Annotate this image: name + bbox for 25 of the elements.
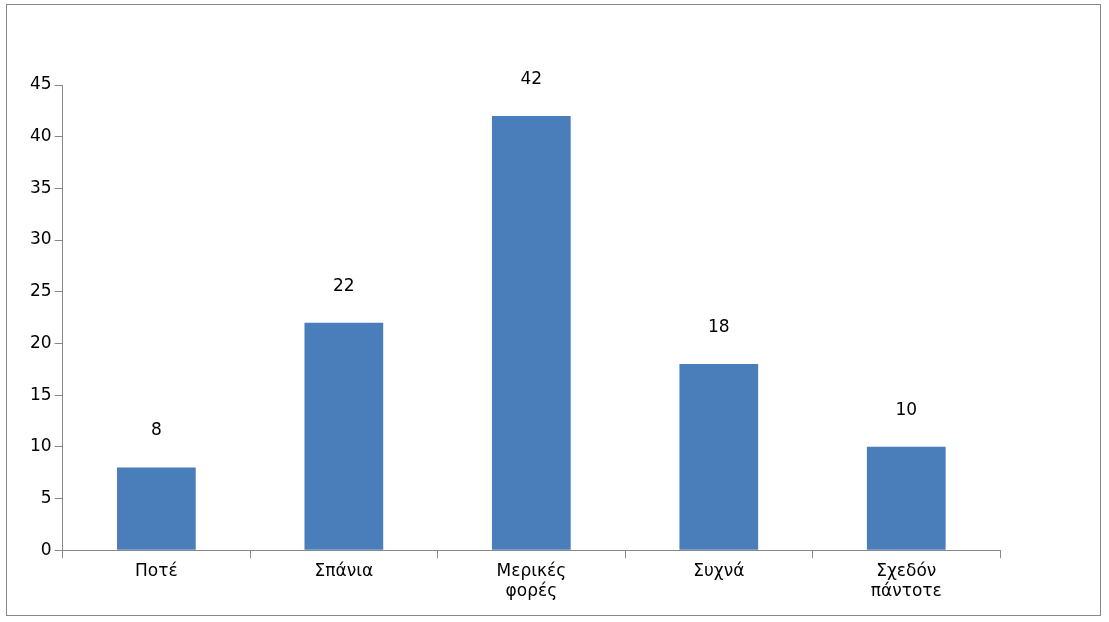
y-tick-label: 30 <box>29 228 52 249</box>
y-tick-label: 10 <box>29 435 52 456</box>
y-tick-label: 25 <box>29 280 52 301</box>
y-tick-label: 15 <box>29 383 52 404</box>
data-label: 18 <box>707 316 730 337</box>
data-label: 10 <box>895 398 918 419</box>
data-label: 8 <box>150 419 162 440</box>
y-tick-label: 40 <box>29 125 52 146</box>
y-tick-label: 35 <box>29 176 52 197</box>
x-tick-label: Ποτέ <box>135 559 178 580</box>
data-label: 22 <box>333 274 355 295</box>
x-tick-label: Συχνά <box>693 559 745 580</box>
y-tick-label: 45 <box>29 73 52 94</box>
x-tick-label: Σπάνια <box>314 559 374 580</box>
bar <box>304 322 384 550</box>
y-tick-label: 5 <box>40 486 52 507</box>
x-tick-label: Μερικές φορές <box>496 559 567 601</box>
data-label: 42 <box>520 67 543 88</box>
bar <box>866 446 946 550</box>
bar <box>117 467 196 550</box>
x-tick-label: Σχεδόν πάντοτε <box>870 559 942 601</box>
y-tick-label: 20 <box>29 331 52 352</box>
y-tick-label: 0 <box>40 538 52 559</box>
bar <box>679 364 759 550</box>
bar <box>491 116 571 550</box>
